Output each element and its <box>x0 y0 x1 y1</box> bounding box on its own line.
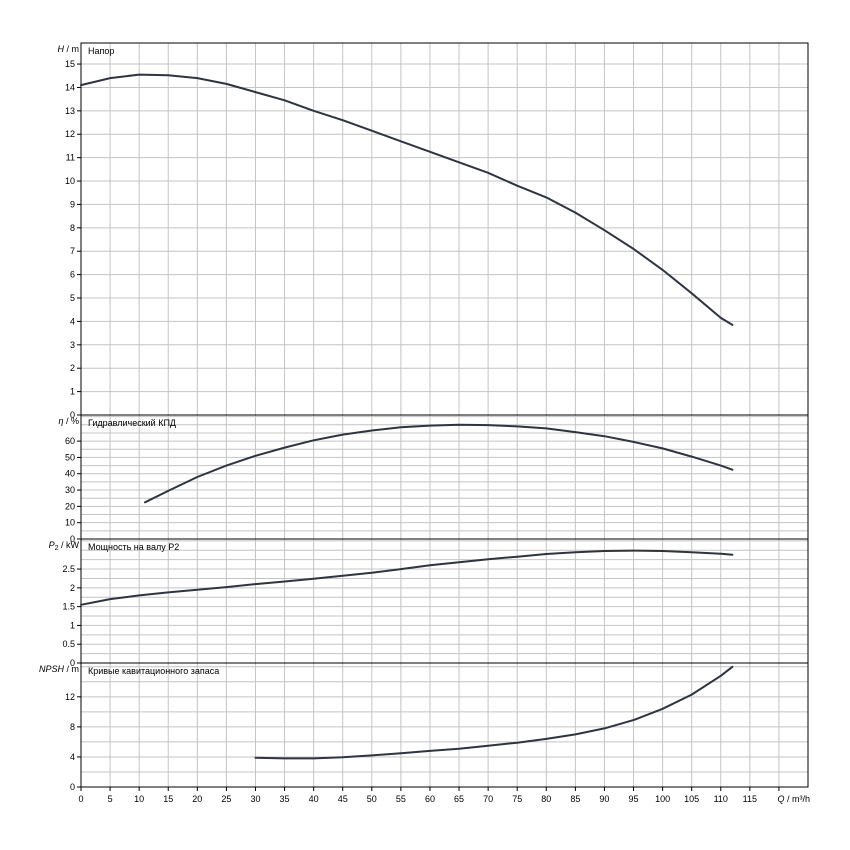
xlabel: Q / m³/h <box>777 794 810 804</box>
xtick-label-10: 50 <box>367 794 377 804</box>
curve-npsh <box>254 665 734 760</box>
curve-layer <box>80 73 734 760</box>
ylabel-efficiency: η / % <box>58 416 79 426</box>
ytick-label-head-11: 11 <box>66 153 75 163</box>
ytick-label-head-8: 8 <box>70 223 75 233</box>
ytick-label-efficiency-2: 20 <box>65 501 75 511</box>
xtick-label-1: 5 <box>108 794 113 804</box>
ytick-label-npsh-1: 4 <box>70 752 75 762</box>
panel-title-head: Напор <box>88 46 114 56</box>
xtick-label-11: 55 <box>396 794 406 804</box>
ytick-label-head-9: 9 <box>70 199 75 209</box>
ylabel-head: H / m <box>58 44 80 54</box>
ytick-label-power-1: 0.5 <box>62 639 75 649</box>
xtick-label-5: 25 <box>221 794 231 804</box>
ytick-label-power-0: 0 <box>70 658 75 668</box>
ytick-label-efficiency-0: 0 <box>70 534 75 544</box>
curve-head <box>80 73 734 326</box>
xtick-label-9: 45 <box>338 794 348 804</box>
xtick-label-21: 105 <box>684 794 699 804</box>
ytick-label-head-10: 10 <box>65 176 75 186</box>
ytick-label-power-5: 2.5 <box>62 564 75 574</box>
xtick-label-20: 100 <box>655 794 670 804</box>
ylabel-power: P2 / kW <box>49 540 80 552</box>
ytick-label-efficiency-3: 30 <box>65 485 75 495</box>
panel-title-npsh: Кривые кавитационного запаса <box>88 666 219 676</box>
ytick-label-head-13: 13 <box>65 106 75 116</box>
xtick-label-8: 40 <box>309 794 319 804</box>
ytick-label-npsh-3: 12 <box>65 692 75 702</box>
ytick-label-power-2: 1 <box>70 620 75 630</box>
xtick-label-13: 65 <box>454 794 464 804</box>
ytick-label-head-3: 3 <box>70 340 75 350</box>
curve-efficiency <box>144 423 734 504</box>
xtick-label-19: 95 <box>629 794 639 804</box>
xtick-label-6: 30 <box>250 794 260 804</box>
frame-layer <box>77 42 809 791</box>
xtick-label-4: 20 <box>192 794 202 804</box>
ytick-label-power-4: 2 <box>70 583 75 593</box>
ytick-label-head-12: 12 <box>65 129 75 139</box>
ytick-label-head-1: 1 <box>70 387 75 397</box>
panel-title-power: Мощность на валу P2 <box>88 542 179 552</box>
xtick-label-3: 15 <box>163 794 173 804</box>
xtick-label-18: 90 <box>599 794 609 804</box>
grid-layer <box>81 43 808 787</box>
ytick-label-npsh-2: 8 <box>70 722 75 732</box>
curve-power <box>80 549 734 606</box>
ytick-label-efficiency-1: 10 <box>65 518 75 528</box>
xtick-label-7: 35 <box>280 794 290 804</box>
xtick-label-14: 70 <box>483 794 493 804</box>
ylabel-npsh: NPSH / m <box>39 664 79 674</box>
xtick-label-16: 80 <box>541 794 551 804</box>
ytick-label-head-0: 0 <box>70 410 75 420</box>
xtick-label-17: 85 <box>570 794 580 804</box>
panel-title-efficiency: Гидравлический КПД <box>88 418 176 428</box>
ytick-label-head-5: 5 <box>70 293 75 303</box>
ytick-label-efficiency-4: 40 <box>65 469 75 479</box>
ytick-label-head-7: 7 <box>70 246 75 256</box>
xtick-label-12: 60 <box>425 794 435 804</box>
ytick-label-npsh-0: 0 <box>70 782 75 792</box>
ytick-label-efficiency-5: 50 <box>65 452 75 462</box>
xtick-label-23: 115 <box>743 794 757 804</box>
xtick-label-2: 10 <box>134 794 144 804</box>
ytick-label-head-4: 4 <box>70 316 75 326</box>
xtick-label-22: 110 <box>714 794 728 804</box>
ytick-label-head-6: 6 <box>70 270 75 280</box>
ytick-label-head-14: 14 <box>65 82 75 92</box>
ytick-label-head-2: 2 <box>70 363 75 373</box>
ytick-label-efficiency-6: 60 <box>65 436 75 446</box>
xtick-label-15: 75 <box>512 794 522 804</box>
ytick-label-power-3: 1.5 <box>62 602 75 612</box>
xtick-label-0: 0 <box>78 794 83 804</box>
ytick-label-head-15: 15 <box>65 59 75 69</box>
